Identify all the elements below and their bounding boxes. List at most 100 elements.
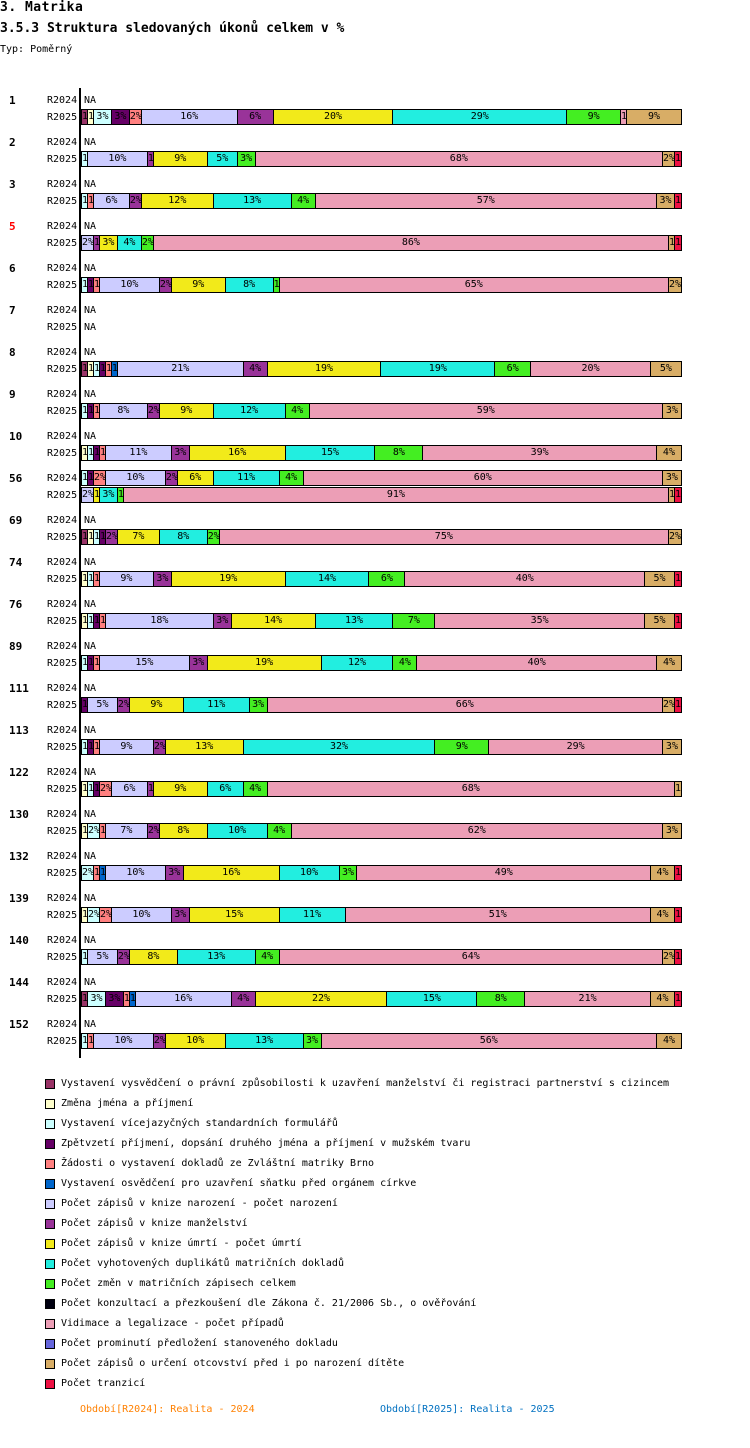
bar-segment: 2% bbox=[153, 1034, 166, 1048]
legend-label: Žádosti o vystavení dokladů ze Zvláštní … bbox=[61, 1158, 375, 1169]
bar-segment: 35% bbox=[435, 614, 645, 628]
stacked-bar: 2%1%3%4%2%86%1%1% bbox=[81, 235, 682, 251]
na-label: NA bbox=[84, 431, 97, 442]
bar-segment: 10% bbox=[165, 1034, 226, 1048]
stacked-bar: 1%2%1%7%2%8%10%4%62%3% bbox=[81, 823, 682, 839]
bar-segment: 1% bbox=[93, 656, 100, 670]
bar-segment: 1% bbox=[87, 656, 94, 670]
bar-segment: 2% bbox=[147, 404, 160, 418]
bar-segment: 1% bbox=[93, 866, 100, 880]
bar-segment: 1% bbox=[82, 740, 88, 754]
group-label: 89 bbox=[9, 640, 23, 653]
bar-segment: 1% bbox=[93, 572, 100, 586]
bar-segment: 4% bbox=[267, 824, 292, 838]
legend-label: Počet zápisů v knize úmrtí - počet úmrtí bbox=[61, 1238, 302, 1249]
stacked-bar: 1%1%1%9%2%13%32%9%29%3% bbox=[81, 739, 682, 755]
row-label: R2025 bbox=[47, 574, 78, 585]
bar-segment: 8% bbox=[159, 824, 208, 838]
row-label: R2024 bbox=[47, 809, 78, 820]
row-label: R2025 bbox=[47, 448, 78, 459]
bar-segment: 1% bbox=[99, 824, 106, 838]
bar-segment: 4% bbox=[243, 782, 268, 796]
bar-segment: 5% bbox=[650, 362, 681, 376]
bar-segment: 1% bbox=[674, 152, 681, 166]
bar-segment: 2% bbox=[153, 740, 166, 754]
bar-segment: 2% bbox=[662, 698, 675, 712]
bar-segment: 1% bbox=[87, 530, 94, 544]
bar-segment: 19% bbox=[207, 656, 322, 670]
bar-segment: 7% bbox=[393, 614, 436, 628]
group-label: 56 bbox=[9, 472, 23, 485]
bar-segment: 1% bbox=[82, 1034, 88, 1048]
bar-segment: 6% bbox=[495, 362, 532, 376]
legend-item: Počet prominutí předložení stanoveného d… bbox=[45, 1338, 338, 1349]
bar-segment: 62% bbox=[291, 824, 663, 838]
bar-segment: 1% bbox=[87, 782, 94, 796]
bar-segment: 4% bbox=[117, 236, 142, 250]
row-label: R2025 bbox=[47, 490, 78, 501]
section-title: 3. Matrika bbox=[0, 0, 84, 15]
legend-period-2025: Období[R2025]: Realita - 2025 bbox=[380, 1404, 555, 1415]
bar-segment: 15% bbox=[285, 446, 376, 460]
row-label: R2025 bbox=[47, 112, 78, 123]
bar-segment: 19% bbox=[381, 362, 496, 376]
legend-label: Počet zápisů o určení otcovství před i p… bbox=[61, 1358, 405, 1369]
bar-segment: 3% bbox=[111, 110, 130, 124]
bar-segment: 1% bbox=[93, 278, 100, 292]
row-label: R2024 bbox=[47, 221, 78, 232]
legend-swatch bbox=[45, 1298, 55, 1309]
bar-segment: 9% bbox=[129, 698, 184, 712]
legend-label: Vystavení vysvědčení o právní způsobilos… bbox=[61, 1078, 670, 1089]
bar-segment: 2% bbox=[87, 824, 100, 838]
bar-segment: 7% bbox=[117, 530, 160, 544]
group-label: 76 bbox=[9, 598, 23, 611]
bar-segment: 8% bbox=[225, 278, 274, 292]
legend-swatch bbox=[45, 1238, 55, 1249]
bar-segment: 3% bbox=[171, 908, 190, 922]
bar-segment: 15% bbox=[189, 908, 280, 922]
stacked-bar: 1%1%1%1%11%3%16%15%8%39%4% bbox=[81, 445, 682, 461]
bar-segment: 9% bbox=[159, 404, 214, 418]
stacked-bar: 1%1%6%2%12%13%4%57%3%1% bbox=[81, 193, 682, 209]
bar-segment: 1% bbox=[105, 362, 112, 376]
legend-item: Počet tranzicí bbox=[45, 1378, 145, 1389]
bar-segment: 29% bbox=[489, 740, 663, 754]
na-label: NA bbox=[84, 305, 97, 316]
na-label: NA bbox=[84, 599, 97, 610]
bar-segment: 1% bbox=[93, 362, 100, 376]
bar-segment: 20% bbox=[531, 362, 651, 376]
stacked-bar-chart: 1R2024NAR20251%1%3%3%2%16%6%20%29%9%1%9%… bbox=[9, 88, 682, 1058]
na-label: NA bbox=[84, 809, 97, 820]
bar-segment: 21% bbox=[117, 362, 244, 376]
bar-segment: 5% bbox=[87, 698, 118, 712]
legend-item: Změna jména a příjmení bbox=[45, 1098, 193, 1109]
bar-segment: 91% bbox=[123, 488, 669, 502]
stacked-bar: 1%10%1%9%5%3%68%2%1% bbox=[81, 151, 682, 167]
legend-item: Počet konzultací a přezkoušení dle Zákon… bbox=[45, 1298, 476, 1309]
row-label: R2025 bbox=[47, 322, 78, 333]
bar-segment: 4% bbox=[656, 446, 681, 460]
bar-segment: 1% bbox=[674, 866, 681, 880]
legend-swatch bbox=[45, 1138, 55, 1149]
bar-segment: 4% bbox=[656, 656, 681, 670]
bar-segment: 1% bbox=[93, 236, 100, 250]
bar-segment: 16% bbox=[141, 110, 238, 124]
bar-segment: 1% bbox=[129, 992, 136, 1006]
bar-segment: 4% bbox=[285, 404, 310, 418]
bar-segment: 1% bbox=[82, 362, 88, 376]
bar-segment: 1% bbox=[93, 530, 100, 544]
legend-item: Počet změn v matričních zápisech celkem bbox=[45, 1278, 296, 1289]
bar-segment: 4% bbox=[279, 471, 304, 485]
legend-swatch bbox=[45, 1198, 55, 1209]
bar-segment: 16% bbox=[189, 446, 286, 460]
bar-segment: 22% bbox=[255, 992, 388, 1006]
bar-segment: 1% bbox=[111, 362, 118, 376]
stacked-bar: 1%1%1%8%2%9%12%4%59%3% bbox=[81, 403, 682, 419]
legend-item: Vidimace a legalizace - počet případů bbox=[45, 1318, 284, 1329]
na-label: NA bbox=[84, 1019, 97, 1030]
bar-segment: 1% bbox=[674, 950, 681, 964]
bar-segment: 5% bbox=[645, 614, 675, 628]
na-label: NA bbox=[84, 221, 97, 232]
stacked-bar: 1%3%3%1%1%16%4%22%15%8%21%4%1% bbox=[81, 991, 682, 1007]
bar-segment: 15% bbox=[99, 656, 190, 670]
